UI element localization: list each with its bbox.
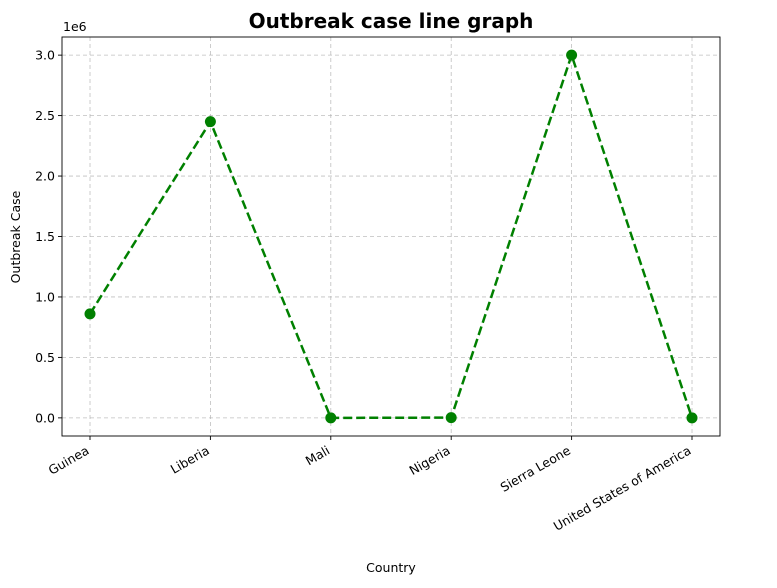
y-tick-label: 2.5 <box>35 108 55 123</box>
y-tick-label: 2.0 <box>35 169 55 184</box>
x-axis: Guinea Liberia Mali Nigeria Sierra LeoneUnit… <box>46 436 694 534</box>
series-layer <box>84 49 698 424</box>
x-tick-label: Liberia <box>168 443 212 477</box>
y-tick-label: 3.0 <box>35 48 55 63</box>
x-tick-label: Guinea <box>46 443 92 478</box>
data-point <box>686 412 698 424</box>
x-tick-label: Nigeria <box>406 443 452 478</box>
y-axis-label: Outbreak Case <box>8 190 23 283</box>
grid-layer <box>62 37 720 436</box>
data-point <box>325 412 337 424</box>
series-line <box>88 51 694 420</box>
x-axis-label: Country <box>366 560 416 575</box>
data-point <box>84 308 96 320</box>
y-tick-label: 0.5 <box>35 350 55 365</box>
data-point <box>445 412 457 424</box>
y-offset-label: 1e6 <box>63 19 87 34</box>
x-tick-label: United States of America <box>551 443 694 534</box>
x-tick-label: Mali <box>303 443 332 469</box>
plot-frame <box>61 36 721 437</box>
chart-title: Outbreak case line graph <box>249 9 534 33</box>
y-tick-label: 0.0 <box>35 410 55 425</box>
y-tick-label: 1.5 <box>35 229 55 244</box>
y-tick-label: 1.0 <box>35 289 55 304</box>
x-tick-label: Sierra Leone <box>498 442 574 494</box>
data-point <box>566 49 578 61</box>
data-point <box>204 116 216 128</box>
y-axis: 0.0 0.5 1.0 1.5 2.0 2.5 3.0 <box>35 48 62 425</box>
